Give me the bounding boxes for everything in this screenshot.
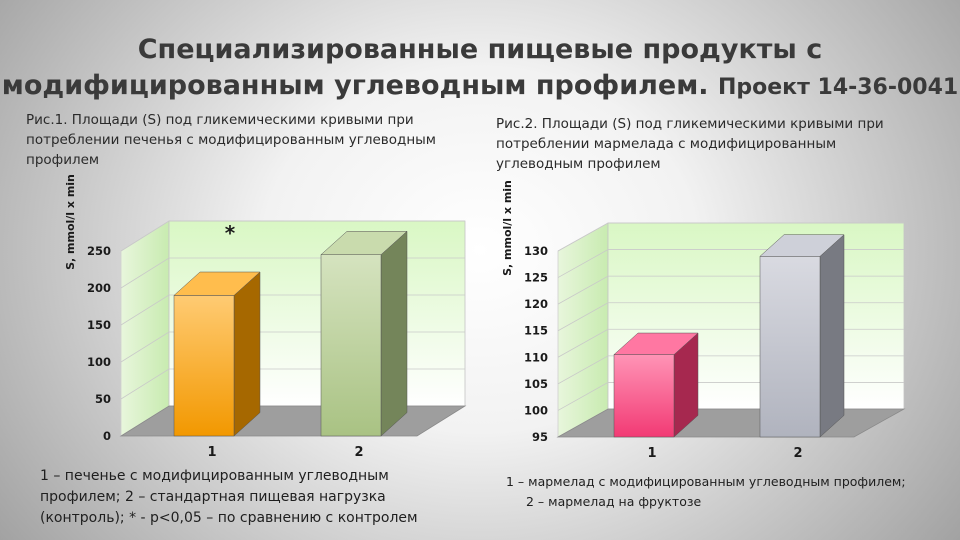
chart-2-caption: Рис.2. Площади (S) под гликемическими кр… [496,116,884,172]
bar [613,354,675,438]
gridline [557,222,904,252]
chart-1-note-line: профилем; 2 – стандартная пищевая нагруз… [40,489,386,505]
chart-2-note-line: 2 – мармелад на фруктозе [526,494,702,509]
chart-1-legend-note: 1 – печенье с модифицированным углеводны… [40,466,470,529]
gridline [120,220,465,252]
x-category-label: 2 [793,446,802,461]
chart-2-note-line: 1 – мармелад с модифицированным углеводн… [506,474,906,489]
y-tick-label: 115 [524,324,548,338]
y-tick-label: 110 [524,350,548,364]
y-tick-label: 250 [87,244,111,258]
bar-top [320,231,408,255]
y-tick-label: 100 [524,403,548,417]
y-tick-label: 95 [532,430,548,444]
bar-top [613,332,699,355]
title-line-2: модифицированным углеводным профилем. [1,70,709,101]
y-tick-label: 105 [524,377,548,391]
chart-floor [556,408,906,438]
chart-1-caption: Рис.1. Площади (S) под гликемическими кр… [26,112,436,168]
y-tick-label: 150 [87,318,111,332]
y-tick-label: 130 [524,244,548,258]
bar-side [819,234,845,438]
title-project: Проект 14-36-0041 [717,75,959,100]
bar-top [173,271,261,296]
chart-1-note-line: (контроль); * - p<0,05 – по сравнению с … [40,510,418,526]
y-axis-label: S, mmol/l x min [64,174,77,270]
y-axis-label: S, mmol/l x min [501,180,514,276]
title-line-1: Специализированные пищевые продукты с [137,34,823,65]
y-tick-label: 50 [95,392,111,406]
y-tick-label: 200 [87,281,111,295]
bar [759,256,821,438]
bar-top [759,234,845,257]
x-category-label: 1 [647,446,656,461]
significance-annotation: * [225,221,236,245]
y-tick-label: 125 [524,271,548,285]
x-category-label: 2 [354,445,363,460]
chart-1-note-line: 1 – печенье с модифицированным углеводны… [40,468,389,484]
x-category-label: 1 [207,445,216,460]
side-wall [557,222,609,438]
y-tick-label: 0 [103,429,111,443]
y-tick-label: 120 [524,297,548,311]
chart-2-legend-note: 1 – мармелад с модифицированным углеводн… [506,472,946,512]
y-tick-label: 100 [87,355,111,369]
bar [320,254,382,437]
slide-title: Специализированные пищевые продукты с мо… [0,32,960,106]
